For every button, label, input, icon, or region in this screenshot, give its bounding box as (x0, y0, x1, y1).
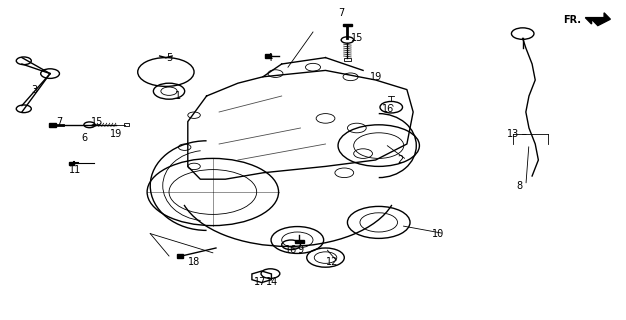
Bar (49, 123, 56, 127)
Text: 3: 3 (31, 84, 38, 95)
Polygon shape (585, 13, 610, 26)
Text: 2: 2 (398, 155, 404, 165)
Bar (69, 162, 74, 165)
Text: 1: 1 (175, 91, 182, 101)
Text: 7: 7 (338, 8, 344, 18)
Text: 13: 13 (507, 129, 520, 140)
Text: 11: 11 (69, 164, 81, 175)
Bar (177, 254, 183, 258)
Text: 5: 5 (166, 52, 172, 63)
Text: 8: 8 (516, 180, 523, 191)
Text: 15: 15 (91, 116, 103, 127)
Text: 19: 19 (369, 72, 382, 82)
Text: 19: 19 (110, 129, 122, 140)
Text: 7: 7 (56, 116, 63, 127)
Text: FR.: FR. (563, 15, 582, 25)
Text: 14: 14 (266, 276, 279, 287)
Text: 10: 10 (432, 228, 444, 239)
Text: 18: 18 (188, 257, 200, 268)
Bar (124, 123, 129, 126)
Text: 16: 16 (285, 244, 297, 255)
Bar (295, 240, 304, 243)
Text: 9: 9 (297, 244, 304, 255)
Bar (265, 54, 271, 58)
Text: 15: 15 (351, 33, 363, 44)
Text: 12: 12 (326, 257, 338, 268)
Text: 4: 4 (266, 52, 272, 63)
Text: 17: 17 (254, 276, 266, 287)
Bar (343, 24, 352, 26)
Bar (344, 58, 351, 61)
Text: 6: 6 (81, 132, 88, 143)
Text: 16: 16 (382, 104, 394, 114)
